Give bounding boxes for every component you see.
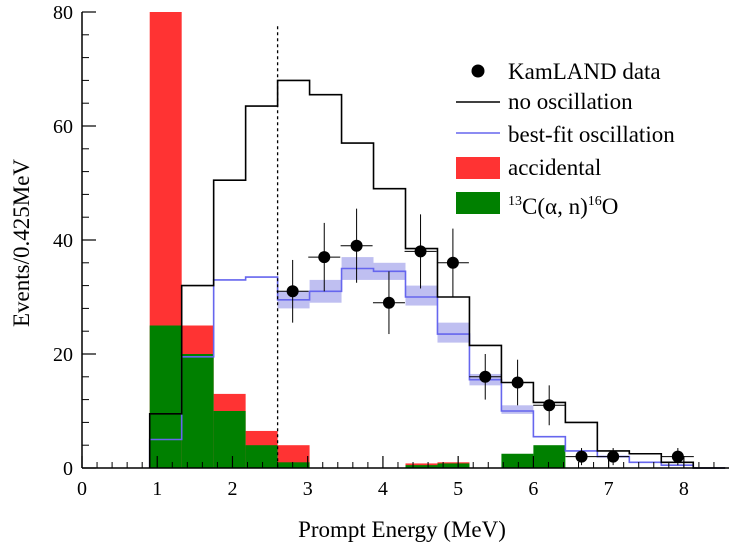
alpha-n-bar bbox=[149, 325, 182, 468]
legend-item-accidental: accidental bbox=[456, 155, 601, 180]
legend-o16-symbol: O bbox=[602, 194, 619, 219]
data-point bbox=[607, 450, 620, 463]
legend-c13-mass-number: 13 bbox=[508, 194, 522, 209]
data-point bbox=[382, 296, 395, 309]
data-point bbox=[318, 251, 331, 264]
data-point bbox=[446, 256, 459, 269]
legend-item-alpha-n: 13C(α, n)16O bbox=[456, 192, 618, 219]
no-oscillation-line bbox=[148, 79, 726, 469]
y-tick-label: 60 bbox=[53, 116, 73, 138]
data-point bbox=[671, 450, 684, 463]
legend-alpha-n-label: 13C(α, n)16O bbox=[508, 194, 618, 219]
data-point bbox=[414, 245, 427, 258]
legend-item-best-fit: best-fit oscillation bbox=[456, 122, 675, 147]
x-tick-label: 6 bbox=[528, 478, 538, 500]
legend-best-fit-label: best-fit oscillation bbox=[508, 122, 675, 147]
x-axis-title: Prompt Energy (MeV) bbox=[298, 517, 506, 542]
legend-data-marker bbox=[471, 64, 485, 78]
kamland-data-points bbox=[276, 208, 694, 466]
best-fit-band-segment bbox=[405, 285, 438, 306]
no-oscillation-step-line bbox=[148, 79, 726, 469]
alpha-n-bar bbox=[181, 354, 214, 468]
legend-accidental-swatch bbox=[456, 157, 500, 179]
legend-o16-mass-number: 16 bbox=[588, 194, 602, 209]
alpha-n-bar bbox=[437, 463, 470, 468]
data-point bbox=[479, 370, 492, 383]
legend-item-data: KamLAND data bbox=[471, 59, 661, 84]
x-tick-label: 7 bbox=[604, 478, 614, 500]
legend-data-label: KamLAND data bbox=[508, 59, 661, 84]
y-axis-title: Events/0.425MeV bbox=[9, 159, 34, 327]
legend: KamLAND data no oscillation best-fit osc… bbox=[456, 59, 675, 219]
x-tick-label: 1 bbox=[152, 478, 162, 500]
x-axis-ticks: 0 1 2 3 4 5 6 7 8 bbox=[77, 456, 715, 500]
legend-no-oscillation-label: no oscillation bbox=[508, 89, 633, 114]
legend-alpha-n-swatch bbox=[456, 192, 500, 214]
alpha-n-bars bbox=[149, 325, 566, 468]
y-tick-label: 80 bbox=[53, 2, 73, 24]
y-tick-label: 20 bbox=[53, 344, 73, 366]
legend-n-text: , n) bbox=[557, 194, 588, 219]
legend-accidental-label: accidental bbox=[508, 155, 601, 180]
data-point bbox=[286, 285, 299, 298]
y-tick-label: 40 bbox=[53, 230, 73, 252]
x-tick-label: 8 bbox=[679, 478, 689, 500]
data-point bbox=[350, 239, 363, 252]
data-point bbox=[543, 399, 556, 412]
x-tick-label: 5 bbox=[453, 478, 463, 500]
data-point bbox=[511, 376, 524, 389]
legend-item-no-oscillation: no oscillation bbox=[456, 89, 633, 114]
x-tick-label: 0 bbox=[77, 478, 87, 500]
alpha-n-bar bbox=[277, 462, 310, 468]
x-tick-label: 3 bbox=[303, 478, 313, 500]
alpha-n-bar bbox=[533, 445, 566, 468]
legend-alpha-symbol: α bbox=[545, 194, 557, 219]
legend-c13-symbol: C( bbox=[522, 194, 545, 219]
alpha-n-bar bbox=[501, 453, 534, 468]
alpha-n-bar bbox=[245, 445, 278, 468]
best-fit-band-segment bbox=[501, 405, 534, 414]
y-axis-ticks: 0 20 40 60 80 bbox=[53, 2, 96, 480]
alpha-n-bar bbox=[405, 465, 438, 468]
x-tick-label: 2 bbox=[227, 478, 237, 500]
y-tick-label: 0 bbox=[63, 458, 73, 480]
best-fit-band-segment bbox=[437, 322, 470, 343]
alpha-n-bar bbox=[213, 411, 246, 468]
data-point bbox=[575, 450, 588, 463]
x-tick-label: 4 bbox=[378, 478, 388, 500]
